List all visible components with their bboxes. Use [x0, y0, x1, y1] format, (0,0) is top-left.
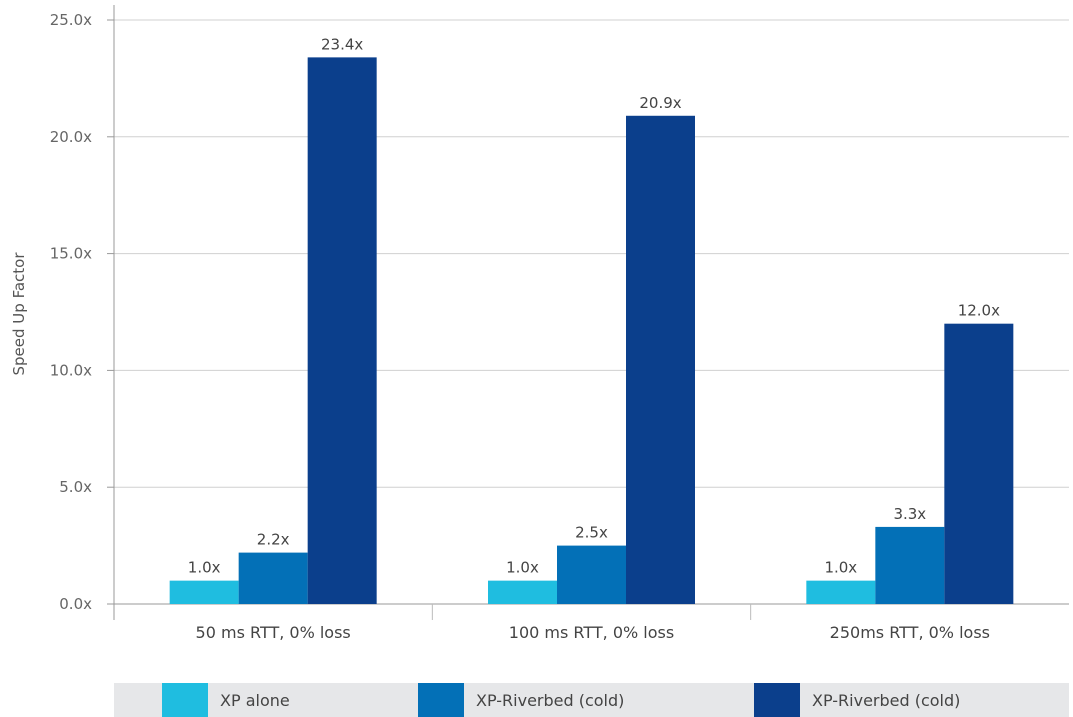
y-tick-label: 5.0x [59, 478, 92, 496]
data-label: 2.5x [575, 524, 608, 542]
bar [557, 546, 626, 604]
y-tick-label: 10.0x [50, 361, 92, 379]
bar [626, 116, 695, 604]
bar [944, 324, 1013, 604]
bars [170, 57, 1014, 604]
data-label: 2.2x [257, 531, 290, 549]
bar [875, 527, 944, 604]
legend-item-xp-alone: XP alone [162, 683, 290, 717]
bar [308, 57, 377, 604]
bar [806, 581, 875, 604]
legend-label: XP-Riverbed (cold) [812, 691, 960, 710]
legend-item-xp-riverbed-cold-2: XP-Riverbed (cold) [754, 683, 960, 717]
category-label: 250ms RTT, 0% loss [830, 623, 990, 642]
legend-swatch [754, 683, 800, 717]
legend-label: XP-Riverbed (cold) [476, 691, 624, 710]
y-tick-label: 20.0x [50, 128, 92, 146]
y-tick-label: 0.0x [59, 595, 92, 613]
category-labels: 50 ms RTT, 0% loss 100 ms RTT, 0% loss 250… [196, 623, 990, 642]
data-label: 12.0x [958, 302, 1000, 320]
data-label: 1.0x [506, 559, 539, 577]
bar [239, 553, 308, 604]
data-label: 23.4x [321, 35, 363, 53]
y-tick-label: 15.0x [50, 245, 92, 263]
legend-swatch [418, 683, 464, 717]
data-label: 1.0x [824, 559, 857, 577]
y-tick-labels: 0.0x 5.0x 10.0x 15.0x 20.0x 25.0x [50, 11, 92, 613]
y-axis-title: Speed Up Factor [10, 252, 28, 376]
data-label: 1.0x [188, 559, 221, 577]
bar [170, 581, 239, 604]
category-tick-marks [432, 604, 750, 620]
legend: XP alone XP-Riverbed (cold) XP-Riverbed … [114, 683, 1069, 717]
bar-chart: 0.0x 5.0x 10.0x 15.0x 20.0x 25.0x 1.0x 2.2x 23.… [0, 0, 1073, 680]
data-label: 20.9x [639, 94, 681, 112]
y-tick-label: 25.0x [50, 11, 92, 29]
bar [488, 581, 557, 604]
legend-label: XP alone [220, 691, 290, 710]
legend-swatch [162, 683, 208, 717]
data-label: 3.3x [893, 505, 926, 523]
legend-item-xp-riverbed-cold: XP-Riverbed (cold) [418, 683, 624, 717]
category-label: 100 ms RTT, 0% loss [509, 623, 674, 642]
category-label: 50 ms RTT, 0% loss [196, 623, 351, 642]
